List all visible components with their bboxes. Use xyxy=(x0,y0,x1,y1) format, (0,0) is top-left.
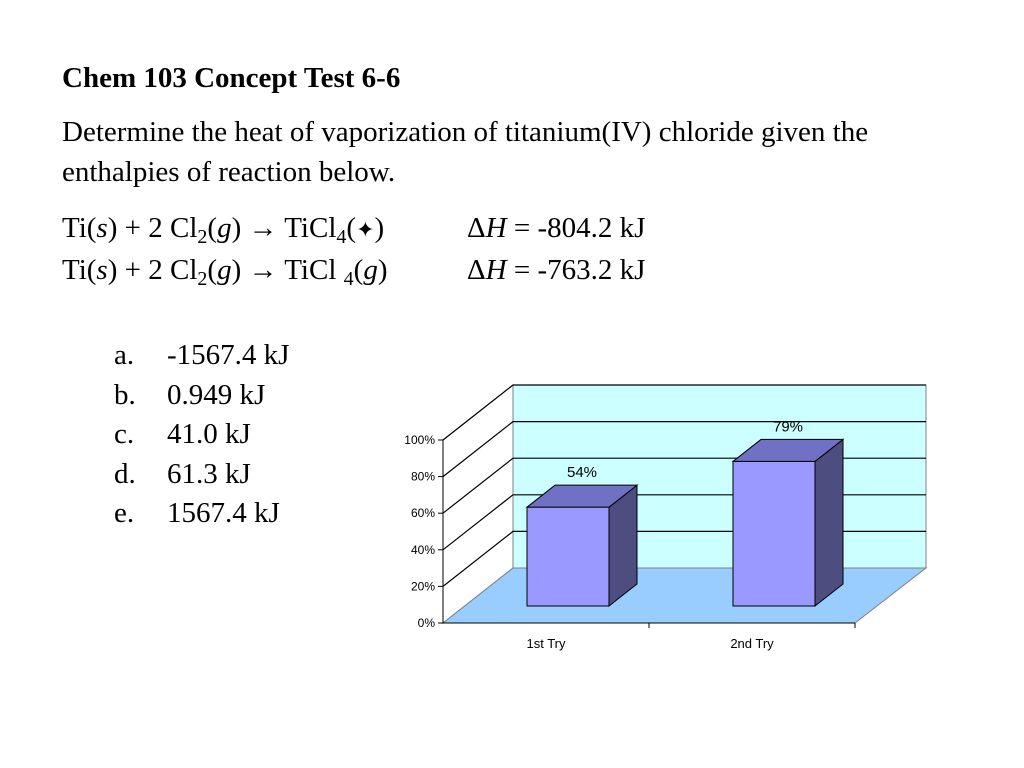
answer-choice-b[interactable]: b. 0.949 kJ xyxy=(114,376,289,416)
chart-walls xyxy=(441,383,928,625)
enthalpy-number: = -804.2 kJ xyxy=(506,212,646,244)
answer-text: 1567.4 kJ xyxy=(167,497,280,529)
chart-axes xyxy=(442,440,856,628)
bar-front xyxy=(526,506,610,607)
answer-choices: a. -1567.4 kJ b. 0.949 kJ c. 41.0 kJ d. 61.3… xyxy=(114,336,289,534)
equation-text: Ti( xyxy=(62,254,97,286)
bar-top xyxy=(525,484,639,508)
answer-letter: a. xyxy=(114,339,135,371)
enthalpy-value: ΔH = -804.2 kJ xyxy=(467,212,645,244)
equation-text: + 2 Cl xyxy=(117,254,198,286)
reaction-equation-2: Ti(s) + 2 Cl2(g) → TiCl 4(g) ΔH = -763.2 … xyxy=(62,250,645,290)
y-tick-label: 80% xyxy=(411,470,435,484)
equation-text: ( xyxy=(207,254,218,286)
phase-label: g xyxy=(217,254,232,286)
answer-text: 0.949 kJ xyxy=(167,378,266,411)
y-tick-label: 0% xyxy=(418,616,436,630)
phase-label: s xyxy=(96,254,108,286)
chart-floor xyxy=(441,567,928,624)
phase-label: g xyxy=(217,212,232,244)
equation-text: ( xyxy=(353,254,364,286)
data-labels: 54% 79% xyxy=(567,418,803,481)
answer-choice-a[interactable]: a. -1567.4 kJ xyxy=(114,336,289,376)
delta-symbol: Δ xyxy=(467,212,486,244)
y-tick-label: 20% xyxy=(411,579,435,593)
bar-data-label: 79% xyxy=(773,418,803,435)
equation-text: ) xyxy=(374,212,385,244)
subscript: 2 xyxy=(197,268,208,290)
gridline xyxy=(442,420,926,478)
answer-letter: b. xyxy=(114,378,136,411)
answer-choice-e[interactable]: e. 1567.4 kJ xyxy=(114,494,289,534)
answer-text: 41.0 kJ xyxy=(167,418,251,450)
reaction-equation-lhs: Ti(s) + 2 Cl2(g) → TiCl 4(g) xyxy=(62,250,467,290)
answer-text: -1567.4 kJ xyxy=(167,339,290,371)
x-tick-label: 1st Try xyxy=(526,636,566,651)
delta-symbol: Δ xyxy=(467,254,486,286)
y-tick-label: 60% xyxy=(411,506,435,520)
equation-text: ) xyxy=(231,254,242,286)
enthalpy-value: ΔH = -763.2 kJ xyxy=(467,254,645,286)
subscript: 2 xyxy=(197,226,208,248)
answer-letter: d. xyxy=(114,457,136,490)
subscript: 4 xyxy=(336,226,347,248)
answer-letter: e. xyxy=(114,497,135,529)
answer-letter: c. xyxy=(114,418,135,450)
equation-text: + 2 Cl xyxy=(117,212,198,244)
phase-label: s xyxy=(96,212,108,244)
equation-text: ( xyxy=(346,212,357,244)
answer-choice-d[interactable]: d. 61.3 kJ xyxy=(114,455,289,495)
question-text: Determine the heat of vaporization of ti… xyxy=(62,116,869,188)
bar-data-label: 54% xyxy=(567,464,597,481)
answer-text: 61.3 kJ xyxy=(167,457,251,490)
liquid-symbol-icon: ✦ xyxy=(356,217,375,242)
answer-choice-c[interactable]: c. 41.0 kJ xyxy=(114,415,289,455)
y-tick-label: 40% xyxy=(411,543,435,557)
reaction-equation-1: Ti(s) + 2 Cl2(g) → TiCl4(✦) ΔH = -804.2 k… xyxy=(62,208,645,250)
bar-top xyxy=(731,438,845,462)
equation-text: ) xyxy=(107,212,118,244)
subscript: 4 xyxy=(343,268,354,290)
bar-side xyxy=(814,438,844,608)
reaction-equation-lhs: Ti(s) + 2 Cl2(g) → TiCl4(✦) xyxy=(62,208,467,250)
enthalpy-variable: H xyxy=(485,212,507,244)
chart-bars xyxy=(525,438,845,608)
equation-text: ( xyxy=(207,212,218,244)
x-tick-label: 2nd Try xyxy=(730,636,774,651)
equation-text: Ti( xyxy=(62,212,97,244)
equation-text: ) xyxy=(107,254,118,286)
equation-text: → TiCl xyxy=(241,212,337,244)
enthalpy-variable: H xyxy=(485,254,507,286)
phase-label: g xyxy=(363,254,378,286)
gridline xyxy=(442,384,926,441)
y-axis-ticks: 0% 20% 40% 60% 80% 100% xyxy=(404,433,443,630)
x-axis-ticks: 1st Try 2nd Try xyxy=(526,636,774,651)
equation-text: ) xyxy=(231,212,242,244)
equation-text: → TiCl xyxy=(241,254,344,286)
results-bar-chart: 0% 20% 40% 60% 80% 100% 54% 79% 1st Try 2nd Try xyxy=(404,383,928,651)
equation-text: ) xyxy=(377,254,388,286)
y-tick-label: 100% xyxy=(404,433,435,447)
page-title: Chem 103 Concept Test 6-6 xyxy=(62,62,401,94)
enthalpy-number: = -763.2 kJ xyxy=(506,254,646,286)
bar-front xyxy=(732,460,816,607)
